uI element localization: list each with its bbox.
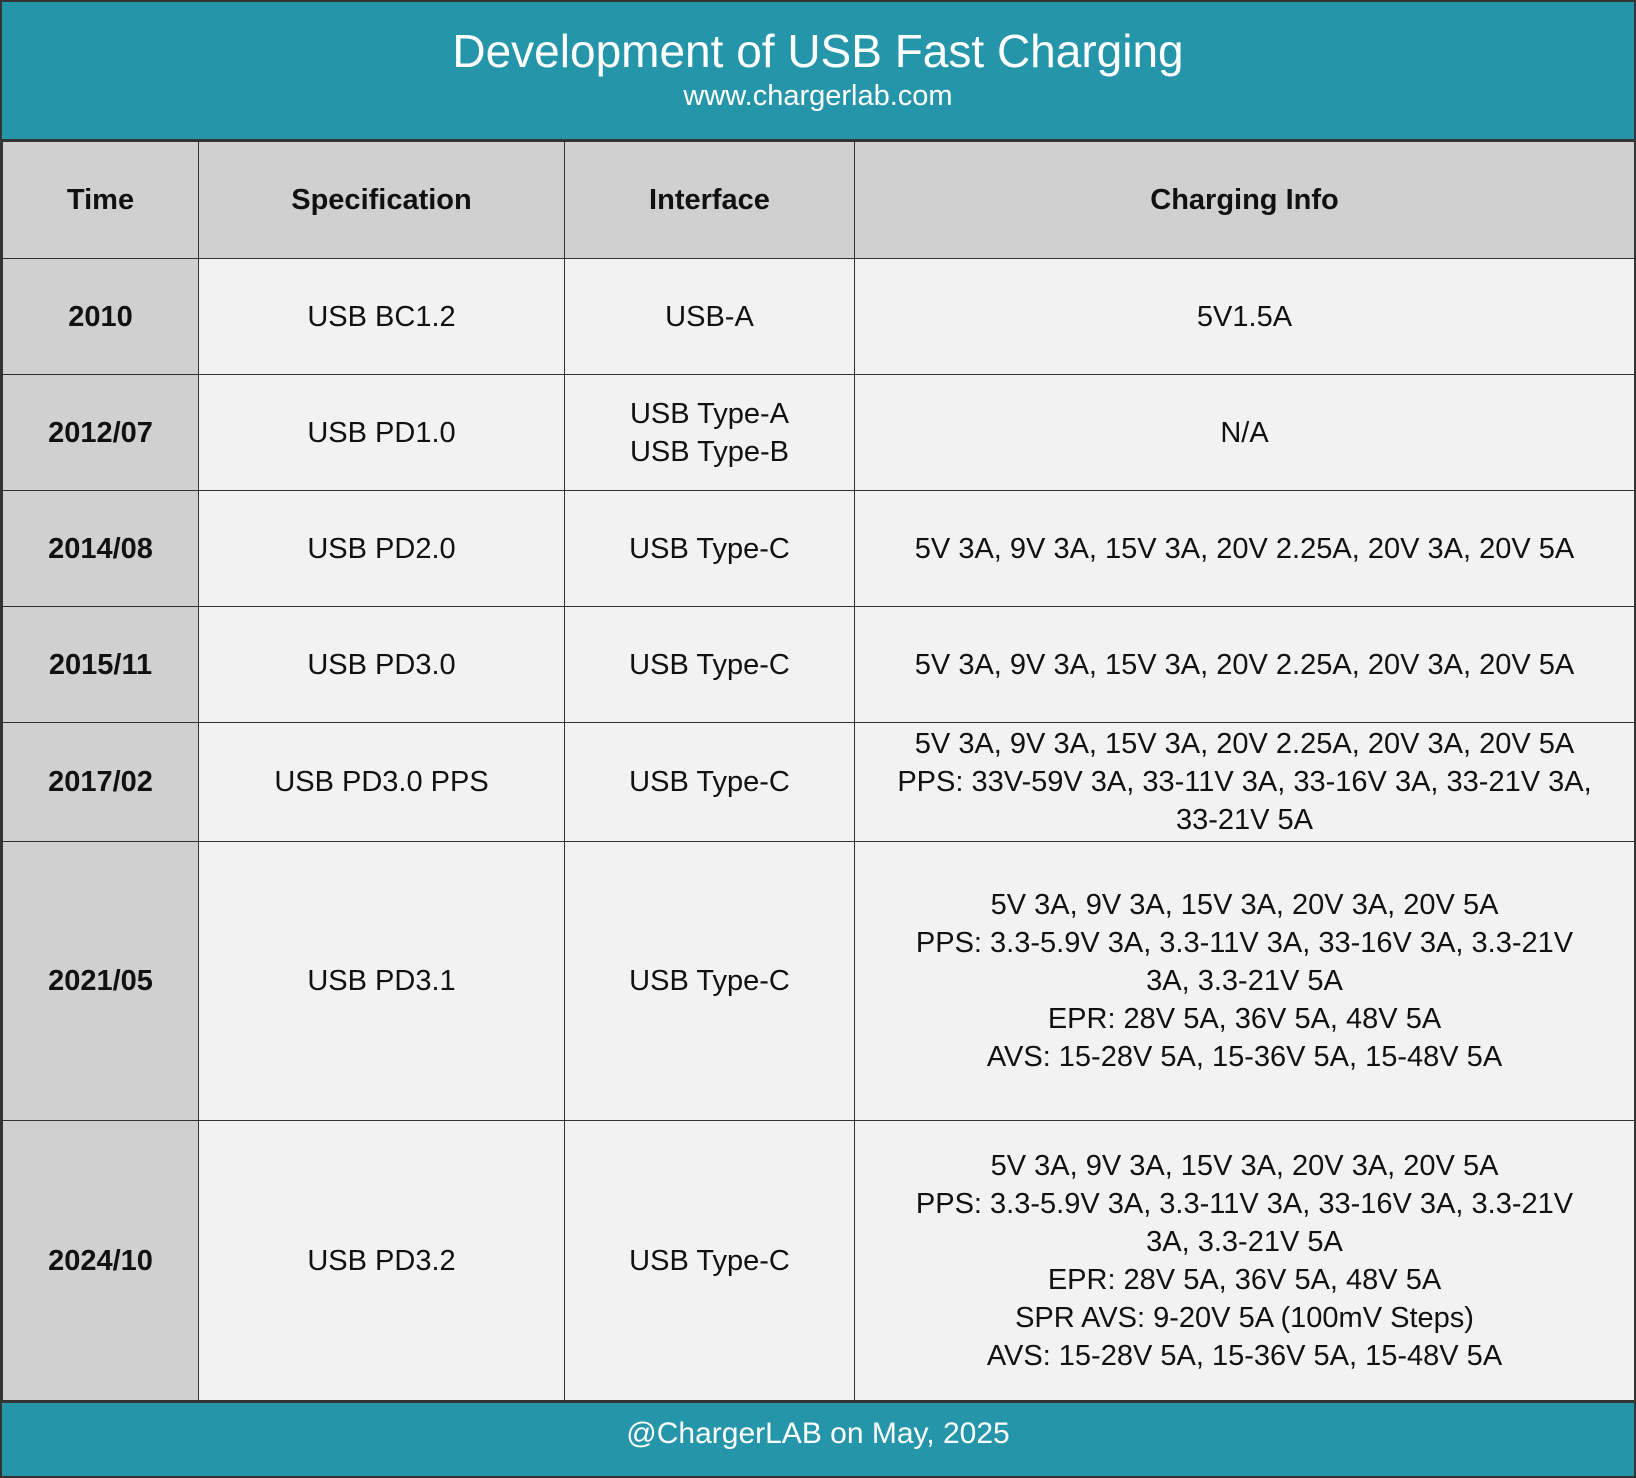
cell-line: USB Type-C [629,1244,790,1277]
cell-line: PPS: 3.3-5.9V 3A, 3.3-11V 3A, 33-16V 3A,… [915,1187,1574,1220]
table-row: 2024/10 USB PD3.2 USB Type-C 5V 3A, 9V 3A, … [2,1120,1635,1401]
cell-line: USB-A [665,300,754,333]
table-cell: USB PD3.0 PPS [198,722,565,842]
cell-line: USB Type-C [629,965,790,997]
cell-line: 5V 3A, 9V 3A, 15V 3A, 20V 2.25A, 20V 3A,… [914,648,1575,681]
header-row: Time Specification Interface Charging Info [2,141,1635,259]
table-cell: USB Type-C [564,490,855,607]
cell-line: PPS: 33V-59V 3A, 33-11V 3A, 33-16V 3A, 3… [897,766,1592,798]
table-cell: 2010 [2,258,199,375]
table-cell: N/A [854,374,1635,491]
subtitle: www.chargerlab.com [683,80,953,112]
cell-line: N/A [1220,416,1269,449]
cell-line: 5V 3A, 9V 3A, 15V 3A, 20V 3A, 20V 5A [990,1149,1499,1182]
cell-line: AVS: 15-28V 5A, 15-36V 5A, 15-48V 5A [986,1339,1503,1372]
table-cell: 5V 3A, 9V 3A, 15V 3A, 20V 2.25A, 20V 3A,… [854,722,1635,842]
cell-line: 5V 3A, 9V 3A, 15V 3A, 20V 3A, 20V 5A [990,889,1499,921]
cell-line: SPR AVS: 9-20V 5A (100mV Steps) [1015,1301,1474,1334]
table-row: 2021/05 USB PD3.1 USB Type-C 5V 3A, 9V 3A, … [2,841,1635,1121]
table-cell: 2021/05 [2,841,199,1121]
table-cell: USB Type-C [564,722,855,842]
table-cell: 2015/11 [2,606,199,723]
table-cell: USB Type-C [564,841,855,1121]
footer: @ChargerLAB on May, 2025 [2,1401,1634,1465]
table-cell: USB BC1.2 [198,258,565,375]
column-header: Interface [564,141,855,259]
cell-line: 3A, 3.3-21V 5A [1146,1225,1343,1258]
table-row: 2012/07 USB PD1.0 USB Type-A USB Type-B N/A [2,374,1635,491]
cell-line: 3A, 3.3-21V 5A [1146,965,1343,997]
table-cell: USB PD1.0 [198,374,565,491]
table-cell: 2014/08 [2,490,199,607]
cell-line: 33-21V 5A [1175,804,1314,836]
column-header: Time [2,141,199,259]
cell-line: PPS: 3.3-5.9V 3A, 3.3-11V 3A, 33-16V 3A,… [915,927,1574,959]
cell-line: 5V1.5A [1196,300,1293,333]
table-cell: 5V 3A, 9V 3A, 15V 3A, 20V 2.25A, 20V 3A,… [854,606,1635,723]
table-cell: 5V 3A, 9V 3A, 15V 3A, 20V 2.25A, 20V 3A,… [854,490,1635,607]
column-header: Charging Info [854,141,1635,259]
table-cell: USB Type-C [564,606,855,723]
table-cell: 5V 3A, 9V 3A, 15V 3A, 20V 3A, 20V 5A PPS:… [854,841,1635,1121]
table: Time Specification Interface Charging Info … [2,141,1635,1401]
cell-line: USB Type-C [629,648,790,681]
table-cell: USB PD3.2 [198,1120,565,1401]
table-row: 2017/02 USB PD3.0 PPS USB Type-C 5V 3A, 9V … [2,722,1635,842]
table-cell: USB PD3.0 [198,606,565,723]
table-cell: USB PD2.0 [198,490,565,607]
cell-line: EPR: 28V 5A, 36V 5A, 48V 5A [1047,1003,1442,1035]
cell-line: USB Type-C [629,766,790,798]
table-cell: USB Type-C [564,1120,855,1401]
table-row: 2010 USB BC1.2 USB-A 5V1.5A [2,258,1635,375]
cell-line: AVS: 15-28V 5A, 15-36V 5A, 15-48V 5A [986,1041,1503,1073]
column-header: Specification [198,141,565,259]
table-cell: USB-A [564,258,855,375]
table-row: 2015/11 USB PD3.0 USB Type-C 5V 3A, 9V 3A, … [2,606,1635,723]
cell-line: USB Type-C [629,532,790,565]
table-cell: 2024/10 [2,1120,199,1401]
cell-line: 5V 3A, 9V 3A, 15V 3A, 20V 2.25A, 20V 3A,… [914,532,1575,565]
cell-line: USB Type-A [629,397,790,430]
table-cell: 5V1.5A [854,258,1635,375]
cell-line: EPR: 28V 5A, 36V 5A, 48V 5A [1047,1263,1442,1296]
cell-line: USB Type-B [629,435,790,468]
table-cell: USB Type-A USB Type-B [564,374,855,491]
table-row: 2014/08 USB PD2.0 USB Type-C 5V 3A, 9V 3A, … [2,490,1635,607]
table-body: 2010 USB BC1.2 USB-A 5V1.5A 2012/07 USB PD1.0… [2,258,1635,1401]
cell-line: 5V 3A, 9V 3A, 15V 3A, 20V 2.25A, 20V 3A,… [914,728,1575,760]
title: Development of USB Fast Charging [452,25,1184,77]
table-cell: 5V 3A, 9V 3A, 15V 3A, 20V 3A, 20V 5A PPS:… [854,1120,1635,1401]
table-cell: 2017/02 [2,722,199,842]
table-cell: 2012/07 [2,374,199,491]
table-cell: USB PD3.1 [198,841,565,1121]
header: Development of USB Fast Charging www.cha… [2,2,1634,141]
